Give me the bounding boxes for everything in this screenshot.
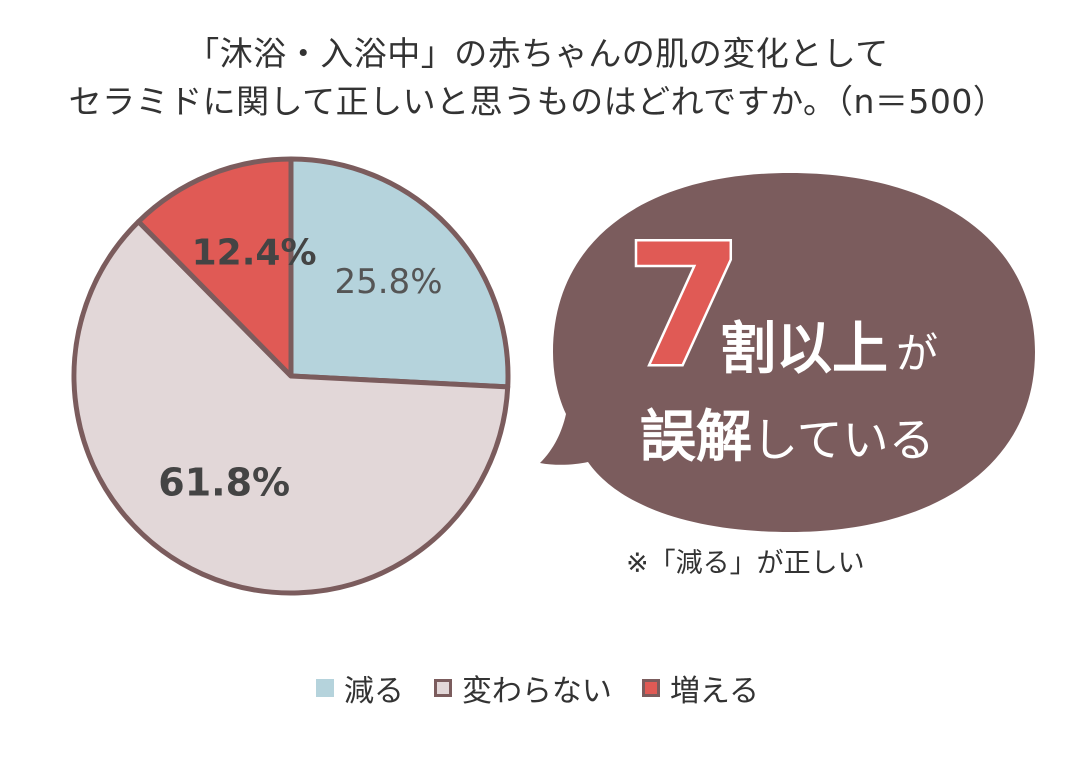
legend-swatch-decrease — [315, 679, 334, 697]
callout-line1-small: が — [896, 329, 939, 378]
pie-label-increase: 12.4% — [192, 233, 317, 274]
legend-swatch-unchanged — [433, 679, 452, 697]
footnote: ※「減る」が正しい — [626, 548, 865, 579]
pie-slice-decrease — [288, 156, 511, 390]
pie-label-decrease: 25.8% — [334, 262, 442, 302]
legend-label-increase: 増える — [669, 674, 760, 709]
chart-title: 「沐浴・入浴中」の赤ちゃんの肌の変化として セラミドに関して正しいと思うものはど… — [0, 30, 1075, 126]
speech-bubble-shape — [540, 173, 1035, 532]
callout-line1: 割以上が — [720, 315, 938, 389]
callout-line1-main: 割以上 — [720, 317, 888, 382]
callout-line2-small: している — [752, 413, 935, 467]
speech-bubble — [540, 173, 1035, 532]
legend-item-increase: 増える — [641, 666, 760, 710]
callout-line2: 誤解している — [640, 403, 935, 475]
legend-swatch-increase — [641, 679, 660, 697]
pie-slice-increase — [136, 156, 294, 379]
callout-line2-main: 誤解 — [640, 405, 752, 470]
callout-big-number: 7 — [624, 208, 746, 404]
legend-item-decrease: 減る — [315, 666, 404, 710]
pie-slices — [71, 156, 511, 596]
pie-slice-unchanged — [71, 219, 511, 596]
legend-label-decrease: 減る — [343, 674, 404, 709]
pie-labels: 25.8% 61.8% 12.4% — [158, 233, 442, 505]
chart-title-line1: 「沐浴・入浴中」の赤ちゃんの肌の変化として — [186, 34, 889, 73]
legend-label-unchanged: 変わらない — [461, 674, 612, 709]
legend: 減る 変わらない 増える — [0, 666, 1075, 710]
chart-title-line2: セラミドに関して正しいと思うものはどれですか。（n＝500） — [68, 82, 1007, 121]
legend-item-unchanged: 変わらない — [433, 666, 612, 710]
pie-label-unchanged: 61.8% — [158, 460, 290, 504]
